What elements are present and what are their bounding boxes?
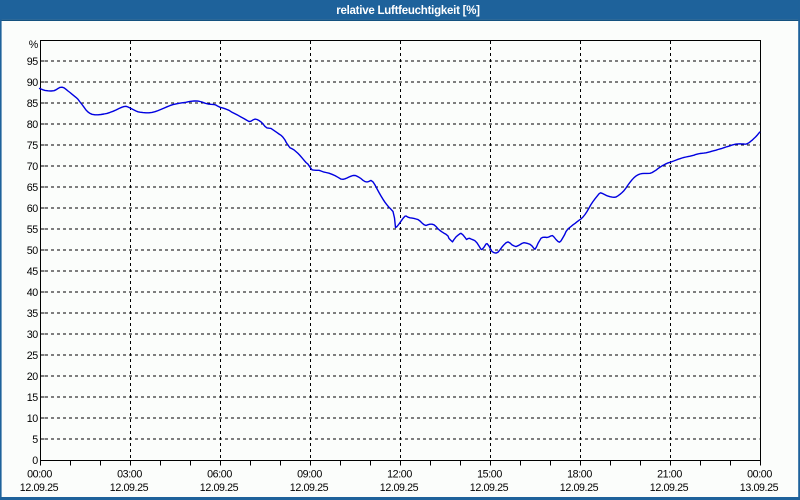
svg-text:12.09.25: 12.09.25	[200, 482, 239, 494]
svg-text:12.09.25: 12.09.25	[560, 482, 599, 494]
svg-text:40: 40	[27, 287, 39, 299]
svg-text:12.09.25: 12.09.25	[290, 482, 329, 494]
svg-text:35: 35	[27, 308, 39, 320]
svg-text:21:00: 21:00	[657, 468, 682, 480]
svg-text:09:00: 09:00	[297, 468, 322, 480]
svg-text:00:00: 00:00	[747, 468, 772, 480]
svg-text:%: %	[29, 39, 39, 51]
svg-text:75: 75	[27, 140, 39, 152]
svg-text:06:00: 06:00	[207, 468, 232, 480]
svg-text:30: 30	[27, 329, 39, 341]
svg-text:relative Luftfeuchtigkeit [%]: relative Luftfeuchtigkeit [%]	[336, 5, 480, 17]
svg-text:13.09.25: 13.09.25	[740, 482, 779, 494]
svg-text:0: 0	[32, 455, 38, 467]
svg-text:15:00: 15:00	[477, 468, 502, 480]
svg-text:95: 95	[27, 56, 39, 68]
svg-text:55: 55	[27, 224, 39, 236]
svg-text:60: 60	[27, 203, 39, 215]
svg-text:45: 45	[27, 266, 39, 278]
svg-text:85: 85	[27, 98, 39, 110]
svg-text:12.09.25: 12.09.25	[470, 482, 509, 494]
svg-text:50: 50	[27, 245, 39, 257]
svg-text:12.09.25: 12.09.25	[110, 482, 149, 494]
svg-text:12.09.25: 12.09.25	[20, 482, 59, 494]
svg-text:80: 80	[27, 119, 39, 131]
svg-text:90: 90	[27, 77, 39, 89]
svg-text:03:00: 03:00	[117, 468, 142, 480]
svg-text:5: 5	[32, 434, 38, 446]
svg-text:15: 15	[27, 392, 39, 404]
svg-text:18:00: 18:00	[567, 468, 592, 480]
svg-text:00:00: 00:00	[27, 468, 52, 480]
svg-text:12.09.25: 12.09.25	[650, 482, 689, 494]
svg-text:12:00: 12:00	[387, 468, 412, 480]
svg-text:25: 25	[27, 350, 39, 362]
svg-text:70: 70	[27, 161, 39, 173]
svg-text:12.09.25: 12.09.25	[380, 482, 419, 494]
svg-text:10: 10	[27, 413, 39, 425]
svg-text:65: 65	[27, 182, 39, 194]
svg-text:20: 20	[27, 371, 39, 383]
